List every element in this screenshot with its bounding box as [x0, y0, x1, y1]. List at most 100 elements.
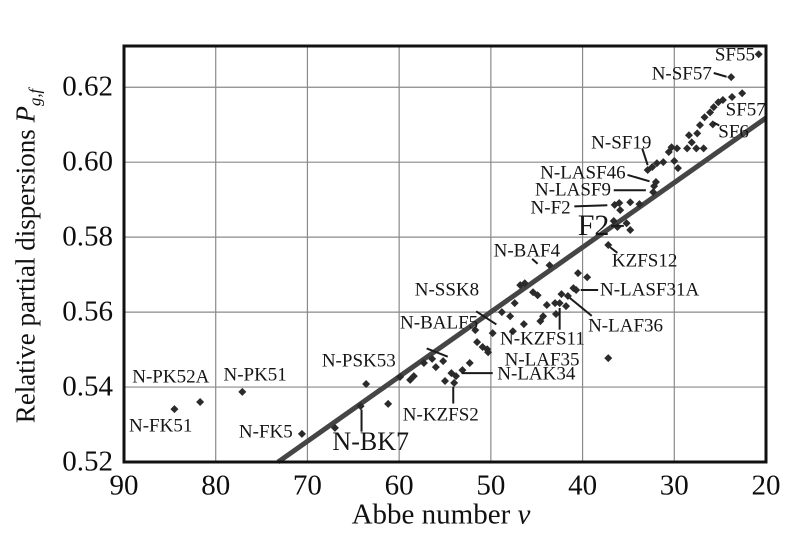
label-pointer-line [627, 173, 650, 183]
data-point [635, 200, 644, 209]
data-point [196, 398, 205, 407]
data-point [539, 312, 548, 321]
data-point [508, 327, 517, 336]
data-point [450, 378, 459, 387]
data-point [615, 199, 624, 208]
glass-label-n-laf35: N-LAF35 [504, 349, 580, 371]
data-point [431, 363, 440, 372]
glass-label-f2: F2 [577, 209, 610, 243]
data-point [439, 357, 448, 366]
glass-label-kzfs12: KZFS12 [611, 250, 678, 272]
data-point [692, 144, 701, 153]
glass-label-n-f2: N-F2 [530, 197, 571, 219]
label-pointer-line [574, 204, 608, 208]
data-point [471, 326, 480, 335]
data-point [649, 188, 658, 197]
data-point [506, 312, 515, 321]
x-tick-label: 80 [201, 469, 231, 502]
x-tick-label: 40 [568, 469, 598, 502]
data-point [648, 163, 657, 172]
data-point [573, 269, 582, 278]
glass-label-n-balf5: N-BALF5 [400, 312, 479, 334]
glass-label-sf6: SF6 [718, 121, 749, 143]
label-pointer-line [569, 297, 593, 317]
data-point [484, 348, 493, 357]
x-tick-label: 20 [751, 469, 781, 502]
x-axis-title: Abbe number v [352, 499, 531, 532]
x-tick-label: 70 [292, 469, 322, 502]
data-point [616, 206, 625, 215]
data-point [700, 113, 709, 122]
data-point [754, 50, 763, 59]
data-point [609, 217, 618, 226]
data-point [673, 164, 682, 173]
x-tick-label: 60 [384, 469, 414, 502]
glass-label-n-baf4: N-BAF4 [493, 240, 561, 262]
x-tick-label: 50 [476, 469, 506, 502]
label-pointer-line [713, 121, 720, 127]
data-point [533, 291, 542, 300]
data-point [667, 143, 676, 152]
glass-label-n-ssk8: N-SSK8 [414, 279, 480, 301]
data-point [684, 131, 693, 140]
glass-label-n-pk52a: N-PK52A [132, 366, 210, 388]
data-point [626, 198, 635, 207]
data-point [362, 380, 371, 389]
y-axis-symbol: P [10, 106, 41, 123]
data-point [687, 138, 696, 147]
label-pointer-line [713, 72, 727, 78]
data-point [693, 129, 702, 138]
glass-label-n-lasf31a: N-LASF31A [599, 279, 700, 301]
data-point [555, 299, 564, 308]
data-point [473, 338, 482, 347]
y-tick-label: 0.56 [62, 295, 113, 328]
label-pointer-line [609, 246, 619, 254]
label-pointer-line [531, 258, 539, 265]
y-tick-label: 0.54 [62, 370, 113, 403]
plot-border [122, 44, 768, 464]
data-point [728, 92, 737, 101]
data-point [409, 372, 418, 381]
data-point [551, 299, 560, 308]
x-axis-symbol: v [517, 498, 531, 531]
data-point [497, 308, 506, 317]
glass-label-n-kzfs2: N-KZFS2 [402, 404, 479, 426]
data-point [626, 226, 635, 235]
y-tick-label: 0.58 [62, 220, 113, 253]
glass-label-n-lasf46: N-LASF46 [540, 162, 626, 184]
data-point [622, 219, 631, 228]
data-point [452, 372, 461, 381]
data-point [510, 299, 519, 308]
data-point [170, 405, 179, 414]
glass-label-n-fk51: N-FK51 [129, 415, 193, 437]
data-point [727, 73, 736, 82]
glass-label-sf57: SF57 [725, 99, 766, 121]
data-point [441, 377, 449, 386]
glass-label-n-sf57: N-SF57 [651, 63, 712, 85]
data-point [551, 309, 560, 318]
data-point [659, 158, 668, 167]
data-point [572, 285, 581, 294]
data-point [396, 372, 405, 381]
data-point [604, 241, 613, 250]
label-pointer-line [426, 347, 449, 358]
glass-label-n-bk7: N-BK7 [332, 427, 409, 457]
data-point [519, 320, 528, 329]
data-point [718, 95, 727, 104]
data-point [683, 144, 692, 153]
data-point [583, 273, 592, 282]
data-point [297, 429, 306, 438]
data-point [709, 103, 718, 112]
y-tick-label: 0.52 [62, 445, 113, 478]
y-tick-label: 0.60 [62, 145, 113, 178]
y-axis-symbol-subscript: g,f [25, 88, 45, 107]
glass-label-n-lasf9: N-LASF9 [534, 179, 611, 201]
data-point [384, 399, 393, 408]
glass-label-sf55: SF55 [714, 44, 755, 66]
data-point [738, 89, 747, 98]
data-point [356, 402, 365, 411]
data-point [673, 144, 682, 153]
y-axis-title: Relative partial dispersions Pg,f [10, 89, 45, 423]
glass-label-n-pk51: N-PK51 [223, 364, 287, 386]
